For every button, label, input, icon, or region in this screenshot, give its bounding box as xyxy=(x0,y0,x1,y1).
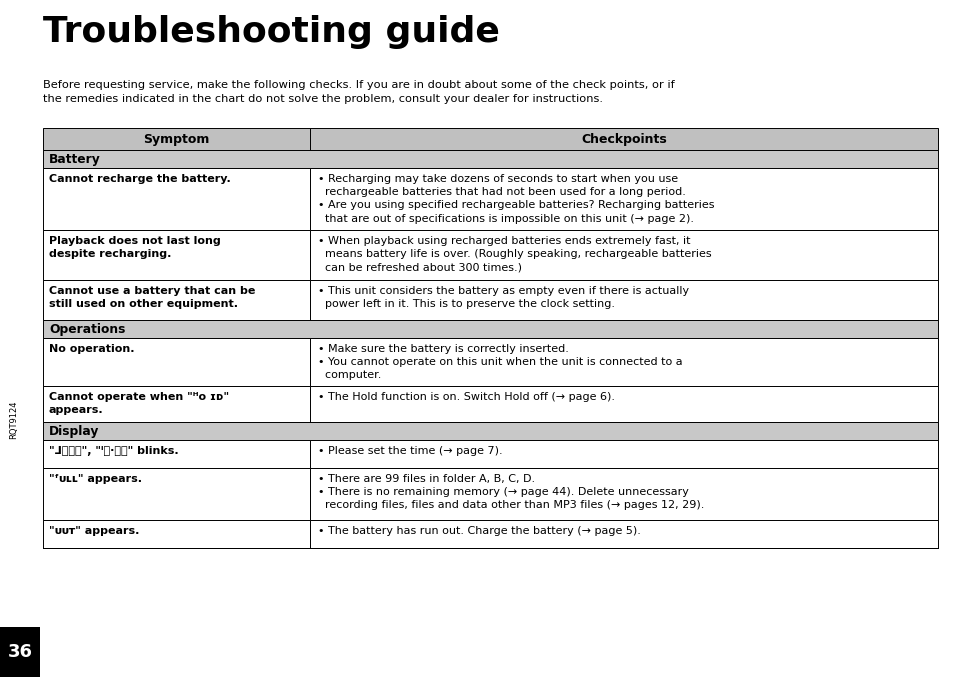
Bar xyxy=(310,128,937,150)
Bar xyxy=(310,386,937,422)
Bar xyxy=(43,468,310,520)
Text: Cannot use a battery that can be
still used on other equipment.: Cannot use a battery that can be still u… xyxy=(49,286,255,309)
Text: Playback does not last long
despite recharging.: Playback does not last long despite rech… xyxy=(49,236,220,259)
Text: • The battery has run out. Charge the battery (→ page 5).: • The battery has run out. Charge the ba… xyxy=(317,526,639,536)
Text: RQT9124: RQT9124 xyxy=(10,401,18,439)
Text: 36: 36 xyxy=(8,643,32,661)
Bar xyxy=(43,386,310,422)
Text: "ᶠᴜʟʟ" appears.: "ᶠᴜʟʟ" appears. xyxy=(49,474,142,484)
Text: • There are 99 files in folder A, B, C, D.
• There is no remaining memory (→ pag: • There are 99 files in folder A, B, C, … xyxy=(317,474,703,510)
Text: the remedies indicated in the chart do not solve the problem, consult your deale: the remedies indicated in the chart do n… xyxy=(43,94,602,104)
Bar xyxy=(43,422,937,440)
Text: Before requesting service, make the following checks. If you are in doubt about : Before requesting service, make the foll… xyxy=(43,80,674,90)
Bar xyxy=(0,627,40,677)
Bar xyxy=(43,338,310,386)
Bar xyxy=(310,468,937,520)
Text: • Please set the time (→ page 7).: • Please set the time (→ page 7). xyxy=(317,446,502,456)
Text: Battery: Battery xyxy=(49,152,101,165)
Text: "⅃०००", "ᴵ०·००" blinks.: "⅃०००", "ᴵ०·००" blinks. xyxy=(49,446,178,456)
Text: Troubleshooting guide: Troubleshooting guide xyxy=(43,15,499,49)
Bar xyxy=(310,338,937,386)
Text: "ᴜᴜᴛ" appears.: "ᴜᴜᴛ" appears. xyxy=(49,526,139,536)
Text: • Make sure the battery is correctly inserted.
• You cannot operate on this unit: • Make sure the battery is correctly ins… xyxy=(317,344,681,380)
Bar xyxy=(310,520,937,548)
Text: • Recharging may take dozens of seconds to start when you use
  rechargeable bat: • Recharging may take dozens of seconds … xyxy=(317,174,714,223)
Bar xyxy=(43,128,310,150)
Bar xyxy=(43,440,310,468)
Bar xyxy=(43,280,310,320)
Text: Cannot recharge the battery.: Cannot recharge the battery. xyxy=(49,174,231,184)
Text: Symptom: Symptom xyxy=(143,133,210,146)
Bar xyxy=(310,168,937,230)
Text: No operation.: No operation. xyxy=(49,344,134,354)
Text: • This unit considers the battery as empty even if there is actually
  power lef: • This unit considers the battery as emp… xyxy=(317,286,688,309)
Bar xyxy=(43,320,937,338)
Text: Operations: Operations xyxy=(49,322,125,336)
Text: • When playback using recharged batteries ends extremely fast, it
  means batter: • When playback using recharged batterie… xyxy=(317,236,711,272)
Text: Checkpoints: Checkpoints xyxy=(580,133,666,146)
Text: Display: Display xyxy=(49,424,99,437)
Bar xyxy=(43,520,310,548)
Bar xyxy=(310,280,937,320)
Bar xyxy=(310,230,937,280)
Bar xyxy=(310,440,937,468)
Bar xyxy=(43,230,310,280)
Text: • The Hold function is on. Switch Hold off (→ page 6).: • The Hold function is on. Switch Hold o… xyxy=(317,392,614,402)
Bar xyxy=(43,150,937,168)
Text: Cannot operate when "ᴴᴏ ɪᴅ"
appears.: Cannot operate when "ᴴᴏ ɪᴅ" appears. xyxy=(49,392,229,415)
Bar xyxy=(43,168,310,230)
